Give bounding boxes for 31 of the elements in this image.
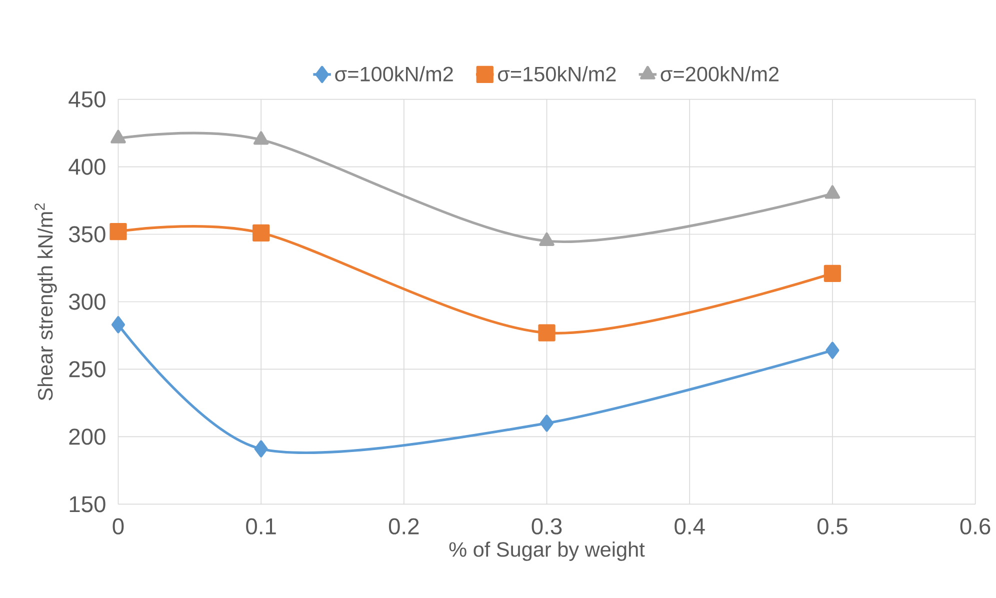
y-axis-title: Shear strength kN/m$^{2}$ <box>34 203 57 400</box>
point <box>110 222 127 240</box>
legend-label: σ=150kN/m2 <box>498 66 616 82</box>
y-tick-label: 300 <box>68 294 106 310</box>
point <box>540 414 554 432</box>
x-tick-label: 0.4 <box>674 518 705 534</box>
point <box>826 342 840 359</box>
y-tick-label: 150 <box>70 496 106 512</box>
x-tick-label: 0.6 <box>960 518 990 534</box>
x-tick-label: 0.5 <box>817 518 848 534</box>
point <box>110 130 126 144</box>
x-tick-label: 0 <box>112 518 124 534</box>
point <box>253 131 269 145</box>
point <box>252 224 270 242</box>
x-tick-label: 0.1 <box>246 518 276 534</box>
y-tick-label: 200 <box>69 428 106 445</box>
point <box>539 232 554 246</box>
point <box>824 264 842 282</box>
point <box>254 440 268 458</box>
x-tick-label: 0.2 <box>388 518 419 534</box>
x-axis-title: % of Sugar by weight <box>449 541 645 561</box>
y-tick-label: 400 <box>68 158 106 175</box>
y-tick-label: 450 <box>68 91 106 108</box>
point <box>824 185 840 199</box>
y-tick-label: 350 <box>68 226 106 242</box>
point <box>111 316 125 334</box>
x-tick-label: 0.3 <box>532 518 562 534</box>
legend-label: σ=200kN/m2 <box>660 66 778 82</box>
y-tick-label: 250 <box>69 361 106 378</box>
legend-label: σ=100kN/m2 <box>335 66 453 82</box>
point <box>538 324 556 342</box>
